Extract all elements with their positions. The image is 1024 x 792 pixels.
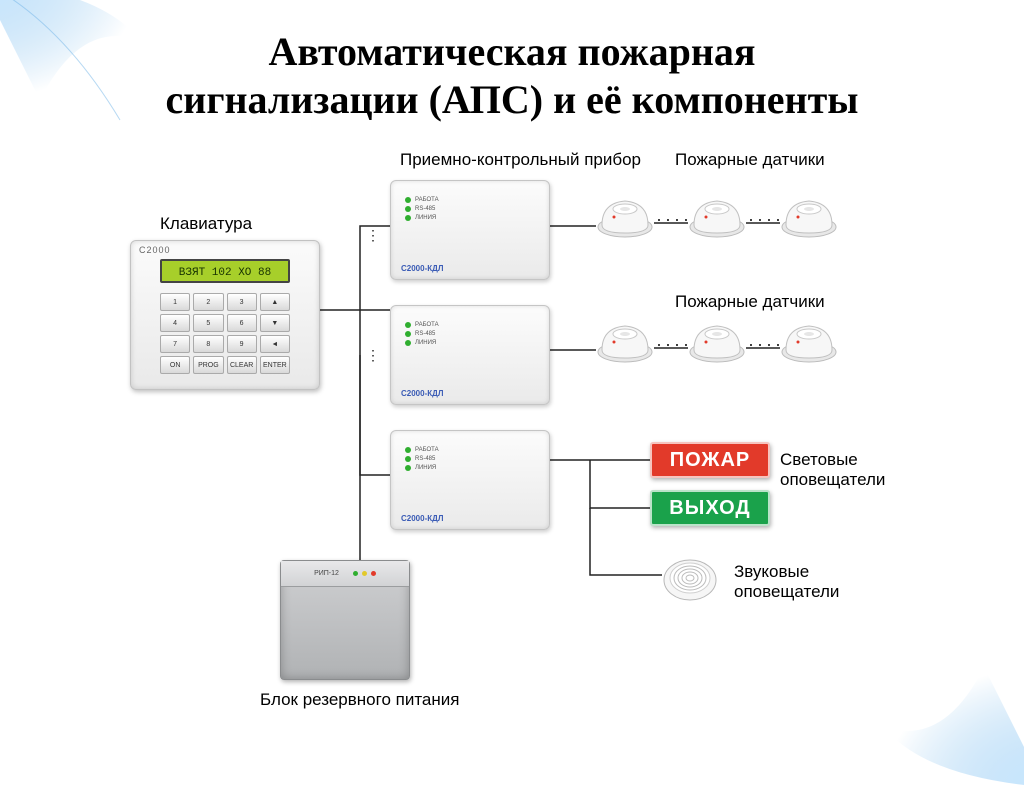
title-line1: Автоматическая пожарная — [268, 29, 755, 74]
psu-strip: РИП-12 — [281, 561, 409, 587]
keypad-device: C2000 ВЗЯТ 102 ХО 88 123▲ 456▼ 789◄ ONPROGC… — [130, 240, 320, 390]
label-control-panel: Приемно-контрольный прибор — [400, 150, 641, 170]
svg-text:⋮: ⋮ — [366, 347, 380, 363]
fire-detector — [688, 320, 746, 364]
keypad-key: PROG — [193, 356, 223, 374]
label-sound-annunciators: Звуковые оповещатели — [734, 562, 910, 602]
control-panel-3: РАБОТАRS-485ЛИНИЯС2000-КДЛ — [390, 430, 550, 530]
label-detectors-1: Пожарные датчики — [675, 150, 825, 170]
sounder-device — [662, 550, 718, 602]
keypad-key: ON — [160, 356, 190, 374]
corner-decoration-tl — [0, 0, 160, 160]
fire-detector — [688, 195, 746, 239]
fire-detector — [596, 195, 654, 239]
control-panel-1: РАБОТАRS-485ЛИНИЯС2000-КДЛ — [390, 180, 550, 280]
keypad-key: ▲ — [260, 293, 290, 311]
keypad-keys: 123▲ 456▼ 789◄ ONPROGCLEARENTER — [160, 293, 290, 374]
label-keypad: Клавиатура — [160, 214, 252, 234]
keypad-key: CLEAR — [227, 356, 257, 374]
label-psu: Блок резервного питания — [260, 690, 459, 710]
keypad-key: 9 — [227, 335, 257, 353]
psu-leds — [353, 571, 376, 576]
title-line2: сигнализации (АПС) и её компоненты — [166, 77, 859, 122]
keypad-key: 7 — [160, 335, 190, 353]
diagram-area: ⋮⋮ Клавиатура Приемно-контрольный прибор… — [130, 160, 910, 720]
control-panel-2: РАБОТАRS-485ЛИНИЯС2000-КДЛ — [390, 305, 550, 405]
keypad-key: 4 — [160, 314, 190, 332]
fire-detector — [596, 320, 654, 364]
keypad-brand: C2000 — [139, 245, 171, 255]
svg-text:⋮: ⋮ — [366, 227, 380, 243]
fire-detector — [780, 320, 838, 364]
keypad-key: 5 — [193, 314, 223, 332]
keypad-key: 8 — [193, 335, 223, 353]
psu-device: РИП-12 — [280, 560, 410, 680]
keypad-key: ENTER — [260, 356, 290, 374]
keypad-screen: ВЗЯТ 102 ХО 88 — [160, 259, 290, 283]
keypad-key: ▼ — [260, 314, 290, 332]
keypad-key: 1 — [160, 293, 190, 311]
keypad-key: ◄ — [260, 335, 290, 353]
keypad-key: 3 — [227, 293, 257, 311]
psu-model: РИП-12 — [314, 570, 339, 577]
label-detectors-2: Пожарные датчики — [675, 292, 825, 312]
light-sign-ВЫХОД: ВЫХОД — [650, 490, 770, 526]
light-sign-ПОЖАР: ПОЖАР — [650, 442, 770, 478]
keypad-key: 6 — [227, 314, 257, 332]
fire-detector — [780, 195, 838, 239]
label-light-annunciators: Световые оповещатели — [780, 450, 910, 490]
keypad-key: 2 — [193, 293, 223, 311]
